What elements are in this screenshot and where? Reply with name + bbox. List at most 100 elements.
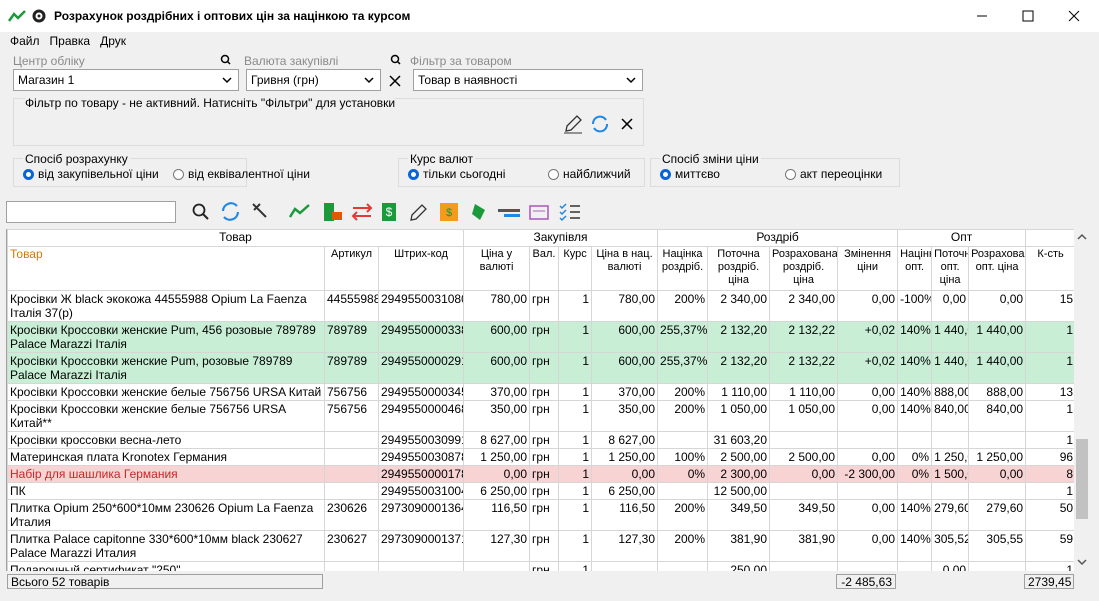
column-header[interactable]: Націнка роздріб. bbox=[657, 246, 709, 291]
cell bbox=[657, 561, 709, 571]
cell: 888,00 bbox=[931, 383, 970, 401]
svg-text:$: $ bbox=[446, 207, 452, 219]
column-header[interactable]: Вал. bbox=[529, 246, 560, 291]
menu-item[interactable]: Друк bbox=[100, 34, 126, 48]
table-row[interactable]: Плитка Palace capitonne 330*600*10мм bla… bbox=[7, 530, 1075, 562]
cell: 756756 bbox=[324, 383, 379, 401]
combo[interactable]: Магазин 1 bbox=[13, 69, 239, 91]
cell: Подарочный сертификат "250" bbox=[7, 561, 325, 571]
radio-option[interactable]: акт переоцінки bbox=[785, 167, 882, 181]
cell: 250,00 bbox=[707, 561, 771, 571]
title-bar: Розрахунок роздрібних і оптових цін за н… bbox=[0, 0, 1099, 32]
cell: 1 bbox=[558, 431, 593, 449]
scrollbar[interactable] bbox=[1074, 229, 1090, 571]
table-row[interactable]: Кросівки Кроссовки женские белые 756756 … bbox=[7, 400, 1075, 432]
radio-option[interactable]: найближчий bbox=[548, 167, 631, 181]
column-header[interactable]: Поточна опт. ціна bbox=[931, 246, 970, 291]
cell: 200% bbox=[657, 499, 709, 531]
radio-label: найближчий bbox=[563, 167, 631, 181]
option-box bbox=[13, 158, 247, 187]
cell: 15 bbox=[1025, 290, 1075, 322]
cell: 255,37% bbox=[657, 352, 709, 384]
cell: 2 340,00 bbox=[769, 290, 839, 322]
cell: 349,50 bbox=[707, 499, 771, 531]
table-row[interactable]: Кросівки кроссовки весна-лето 29495500309… bbox=[7, 431, 1075, 449]
column-header[interactable]: К-сть bbox=[1025, 246, 1075, 291]
cell: 200% bbox=[657, 530, 709, 562]
cell: +0,02 bbox=[837, 321, 899, 353]
cell: 1 bbox=[558, 561, 593, 571]
group-header: Товар bbox=[7, 229, 465, 247]
radio-option[interactable]: від закупівельної ціни bbox=[23, 167, 159, 181]
cell: 349,50 bbox=[769, 499, 839, 531]
cell: 600,00 bbox=[591, 352, 659, 384]
cell: 6 250,00 bbox=[463, 482, 531, 500]
cell: 370,00 bbox=[463, 383, 531, 401]
column-header[interactable]: Артикул bbox=[324, 246, 379, 291]
table-row[interactable]: Кросівки Кроссовки женские Pum, розовые … bbox=[7, 352, 1075, 384]
label: Центр обліку bbox=[13, 54, 85, 68]
table-row[interactable]: Плитка Opium 250*600*10мм 230626 Opium L… bbox=[7, 499, 1075, 531]
cell: грн bbox=[529, 482, 560, 500]
column-header[interactable]: Ціна в нац. валюті bbox=[591, 246, 659, 291]
toolbar[interactable]: $ $ bbox=[190, 200, 590, 224]
menu-item[interactable]: Файл bbox=[10, 34, 40, 48]
cell: 2 300,00 bbox=[707, 465, 771, 483]
cell: 2973090001364 bbox=[377, 499, 465, 531]
radio bbox=[23, 169, 34, 180]
cell: -2 300,00 bbox=[837, 465, 899, 483]
cell bbox=[931, 431, 970, 449]
cell: 12 500,00 bbox=[707, 482, 771, 500]
cell: 1 bbox=[1025, 431, 1075, 449]
column-header[interactable]: Поточна роздріб. ціна bbox=[707, 246, 771, 291]
cell: +0,02 bbox=[837, 352, 899, 384]
table-row[interactable]: Материнская плата Kronotex Германия 29495… bbox=[7, 448, 1075, 466]
cell: 0% bbox=[897, 465, 933, 483]
cell: 756756 bbox=[324, 400, 379, 432]
cell: 200% bbox=[657, 400, 709, 432]
column-header[interactable]: Розрахована роздріб. ціна bbox=[769, 246, 839, 291]
table-row[interactable]: ПК 2949550031004 6 250,00 грн 1 6 250,00 12 50… bbox=[7, 482, 1075, 500]
option-title: Спосіб розрахунку bbox=[23, 152, 130, 166]
window-controls[interactable] bbox=[970, 8, 1090, 24]
combo[interactable]: Гривня (грн) bbox=[246, 69, 381, 91]
cell: грн bbox=[529, 448, 560, 466]
cell: 50 bbox=[1025, 499, 1075, 531]
radio-option[interactable]: миттєво bbox=[660, 167, 720, 181]
column-header[interactable]: Штрих-код bbox=[377, 246, 465, 291]
table-row[interactable]: Подарочный сертификат "250" грн 1 250,00 0,0… bbox=[7, 561, 1075, 571]
column-header[interactable]: Змінення ціни bbox=[837, 246, 899, 291]
table-row[interactable]: Кросівки Ж black экокожа 44555988 Opium … bbox=[7, 290, 1075, 322]
filter-icons[interactable] bbox=[220, 54, 410, 94]
cell: 44555988 bbox=[324, 290, 379, 322]
filter-actions[interactable] bbox=[563, 114, 635, 134]
cell bbox=[463, 561, 531, 571]
cell: 2 132,20 bbox=[707, 352, 771, 384]
cell bbox=[324, 561, 379, 571]
cell: 1 bbox=[1025, 321, 1075, 353]
cell: 381,90 bbox=[707, 530, 771, 562]
table-row[interactable]: Кросівки Кроссовки женские Pum, 456 розо… bbox=[7, 321, 1075, 353]
svg-text:$: $ bbox=[386, 205, 393, 219]
cell: 1 bbox=[558, 499, 593, 531]
data-table: Товар Закупівля Роздріб Опт Товар Артикул Штри… bbox=[7, 229, 1075, 571]
menu-item[interactable]: Правка bbox=[49, 34, 91, 48]
column-header[interactable]: Курс bbox=[558, 246, 593, 291]
cell bbox=[324, 431, 379, 449]
cell: 2949550000345 bbox=[377, 383, 465, 401]
column-header[interactable]: Націнка опт. bbox=[897, 246, 933, 291]
radio-option[interactable]: від еквівалентної ціни bbox=[173, 167, 310, 181]
cell: 2949550031080 bbox=[377, 290, 465, 322]
cell: 350,00 bbox=[591, 400, 659, 432]
cell: 140% bbox=[897, 352, 933, 384]
combo[interactable]: Товар в наявності bbox=[413, 69, 643, 91]
column-header[interactable]: Товар bbox=[7, 246, 325, 291]
column-header[interactable]: Ціна у валюті bbox=[463, 246, 531, 291]
table-row[interactable]: Набір для шашлика Германия 2949550000178 0… bbox=[7, 465, 1075, 483]
table-row[interactable]: Кросівки Кроссовки женские белые 756756 … bbox=[7, 383, 1075, 401]
column-header[interactable]: Розрахована опт. ціна bbox=[968, 246, 1027, 291]
radio-option[interactable]: тільки сьогодні bbox=[408, 167, 505, 181]
search-input[interactable] bbox=[6, 201, 176, 223]
cell: 0,00 bbox=[837, 383, 899, 401]
